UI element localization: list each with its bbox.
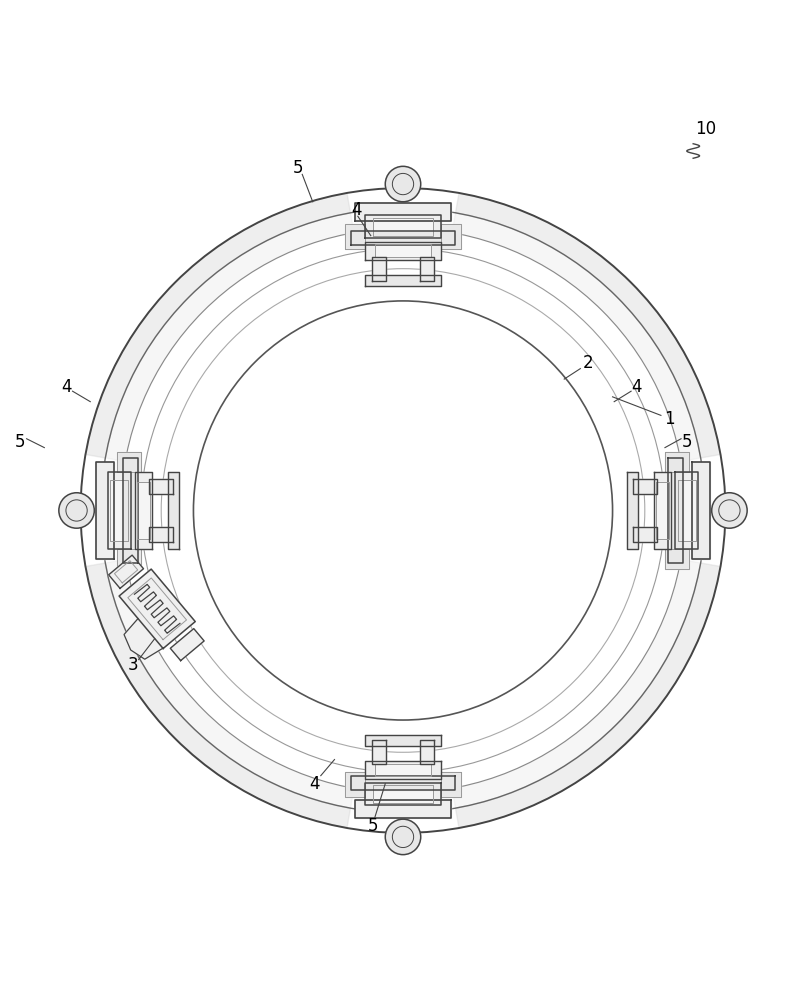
Circle shape (712, 493, 747, 528)
Polygon shape (665, 452, 689, 472)
Polygon shape (119, 569, 195, 649)
Circle shape (385, 819, 421, 855)
Polygon shape (364, 783, 442, 805)
Polygon shape (420, 740, 434, 764)
Polygon shape (351, 776, 455, 790)
Polygon shape (135, 472, 152, 549)
Polygon shape (692, 462, 710, 559)
Polygon shape (364, 215, 442, 238)
Polygon shape (351, 231, 455, 245)
Polygon shape (364, 275, 442, 286)
Text: 4: 4 (60, 378, 72, 396)
Polygon shape (455, 563, 721, 828)
Polygon shape (678, 480, 696, 541)
Polygon shape (355, 800, 451, 818)
Polygon shape (124, 619, 163, 659)
Polygon shape (452, 559, 700, 808)
Text: 2: 2 (583, 354, 594, 372)
Polygon shape (117, 549, 141, 569)
Polygon shape (668, 458, 683, 563)
Polygon shape (372, 257, 386, 281)
Polygon shape (665, 549, 689, 569)
Polygon shape (85, 563, 351, 828)
Text: 10: 10 (695, 120, 716, 138)
Polygon shape (149, 479, 173, 494)
Polygon shape (372, 218, 434, 236)
Circle shape (59, 493, 94, 528)
Text: 4: 4 (631, 378, 642, 396)
Polygon shape (344, 772, 364, 797)
Polygon shape (633, 527, 657, 542)
Polygon shape (168, 472, 179, 549)
Text: 1: 1 (663, 410, 675, 428)
Polygon shape (654, 472, 671, 549)
Text: 4: 4 (309, 775, 320, 793)
Text: 3: 3 (127, 656, 139, 674)
Polygon shape (106, 559, 354, 808)
Polygon shape (106, 213, 354, 461)
Polygon shape (442, 772, 461, 797)
Polygon shape (170, 629, 204, 661)
Polygon shape (117, 452, 141, 472)
Polygon shape (345, 224, 364, 249)
Polygon shape (656, 482, 669, 539)
Polygon shape (372, 785, 434, 803)
Polygon shape (149, 527, 173, 542)
Text: 4: 4 (351, 201, 362, 219)
Polygon shape (96, 462, 114, 559)
Polygon shape (375, 764, 431, 776)
Polygon shape (364, 242, 442, 260)
Polygon shape (110, 480, 128, 541)
Polygon shape (442, 224, 461, 249)
Text: 5: 5 (681, 433, 692, 451)
Polygon shape (675, 472, 698, 549)
Polygon shape (633, 479, 657, 494)
Polygon shape (372, 740, 386, 764)
Circle shape (385, 166, 421, 202)
Text: 5: 5 (368, 817, 379, 835)
Text: 5: 5 (15, 433, 26, 451)
Polygon shape (364, 735, 442, 746)
Polygon shape (627, 472, 638, 549)
Polygon shape (137, 482, 150, 539)
Polygon shape (108, 472, 131, 549)
Polygon shape (420, 257, 434, 281)
Polygon shape (123, 458, 138, 563)
Text: 5: 5 (293, 159, 304, 177)
Polygon shape (109, 555, 143, 588)
Polygon shape (364, 761, 442, 779)
Polygon shape (355, 203, 451, 221)
Polygon shape (452, 213, 700, 461)
Polygon shape (455, 193, 721, 458)
Polygon shape (375, 244, 431, 257)
Polygon shape (85, 193, 351, 458)
